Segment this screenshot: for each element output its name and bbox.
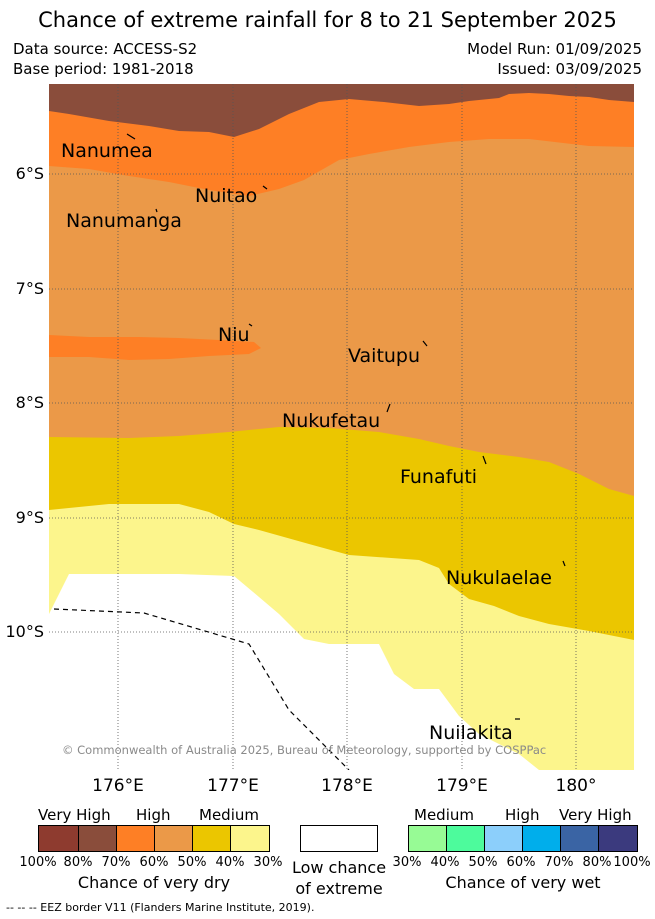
y-tick-8s: 8°S <box>15 393 44 412</box>
issued-date: Issued: 03/09/2025 <box>497 60 642 78</box>
island-nukulaelae <box>562 560 566 567</box>
copyright-notice: © Commonwealth of Australia 2025, Bureau… <box>62 743 547 757</box>
legend-dry-pct-50: 50% <box>177 855 207 870</box>
legend-wet-caption: Chance of very wet <box>445 873 601 892</box>
y-tick-6s: 6°S <box>15 164 44 183</box>
x-tick-178e: 178°E <box>321 776 373 796</box>
legend-dry-pct-100: 100% <box>19 855 57 870</box>
legend-dry-pct-70: 70% <box>101 855 131 870</box>
y-tick-7s: 7°S <box>15 279 44 298</box>
legend-dry-pct-40: 40% <box>215 855 245 870</box>
swatch-wet-2 <box>447 826 485 851</box>
legend-wet-pct-50: 50% <box>468 855 498 870</box>
island-nanumea <box>126 133 136 140</box>
legend-low-caption-2: of extreme <box>295 879 383 898</box>
swatch-dry-6 <box>231 826 269 851</box>
legend-dry-pct-30: 30% <box>253 855 283 870</box>
legend-dry-medium: Medium <box>199 806 259 824</box>
legend-wet-medium: Medium <box>414 806 474 824</box>
swatch-dry-1 <box>39 826 79 851</box>
legend-wet-pct-30: 30% <box>392 855 422 870</box>
legend-low-caption-1: Low chance <box>291 858 387 877</box>
eez-footnote: -- -- -- EEZ border V11 (Flanders Marine… <box>6 901 315 914</box>
y-tick-10s: 10°S <box>5 622 44 641</box>
x-tick-180: 180° <box>555 776 597 796</box>
label-nanumanga: Nanumanga <box>66 210 182 232</box>
swatch-dry-3 <box>117 826 155 851</box>
label-funafuti: Funafuti <box>400 466 478 488</box>
eez-border <box>53 608 350 770</box>
x-tick-179e: 179°E <box>436 776 488 796</box>
rainfall-map <box>49 84 634 770</box>
island-niu <box>248 323 253 327</box>
label-vaitupu: Vaitupu <box>348 345 421 367</box>
legend-dry-caption: Chance of very dry <box>77 873 231 892</box>
island-nanumanga <box>155 208 158 213</box>
swatch-wet-5 <box>561 826 599 851</box>
legend-low-swatch <box>300 825 378 852</box>
island-nuitao <box>262 185 268 190</box>
swatch-wet-3 <box>485 826 523 851</box>
label-nuilakita: Nuilakita <box>429 722 513 744</box>
zone-low-chance <box>49 574 539 770</box>
island-vaitupu <box>422 340 428 347</box>
legend-dry-very-high: Very High <box>38 806 111 824</box>
island-nukufetau <box>386 403 391 413</box>
island-funafuti <box>482 455 487 465</box>
swatch-dry-5 <box>193 826 231 851</box>
legend-wet-very-high: Very High <box>559 806 632 824</box>
label-nuitao: Nuitao <box>195 185 258 207</box>
base-period: Base period: 1981-2018 <box>13 60 194 78</box>
data-source: Data source: ACCESS-S2 <box>13 40 198 58</box>
label-nukufetau: Nukufetau <box>282 410 381 432</box>
label-nukulaelae: Nukulaelae <box>446 567 552 589</box>
model-run: Model Run: 01/09/2025 <box>467 40 642 58</box>
swatch-dry-4 <box>155 826 193 851</box>
legend-wet-pct-70: 70% <box>544 855 574 870</box>
legend-dry-pct-80: 80% <box>63 855 93 870</box>
label-nanumea: Nanumea <box>61 140 153 162</box>
legend-wet-swatches <box>408 825 638 852</box>
legend-wet-pct-40: 40% <box>430 855 460 870</box>
zone-very-high-dry <box>49 84 634 137</box>
y-tick-9s: 9°S <box>15 508 44 527</box>
swatch-wet-6 <box>599 826 637 851</box>
x-tick-177e: 177°E <box>207 776 259 796</box>
legend-wet-pct-60: 60% <box>506 855 536 870</box>
legend-wet-pct-80: 80% <box>582 855 612 870</box>
map-title: Chance of extreme rainfall for 8 to 21 S… <box>38 8 617 32</box>
zone-high-dry-dark-niu <box>49 335 261 360</box>
legend-wet-pct-100: 100% <box>613 855 651 870</box>
swatch-wet-1 <box>409 826 447 851</box>
label-niu: Niu <box>218 324 250 346</box>
x-tick-176e: 176°E <box>92 776 144 796</box>
swatch-dry-2 <box>79 826 117 851</box>
swatch-wet-4 <box>523 826 561 851</box>
legend-dry-high: High <box>136 806 171 824</box>
legend-dry-pct-60: 60% <box>139 855 169 870</box>
legend-wet-high: High <box>505 806 540 824</box>
legend-dry-swatches <box>38 825 270 852</box>
